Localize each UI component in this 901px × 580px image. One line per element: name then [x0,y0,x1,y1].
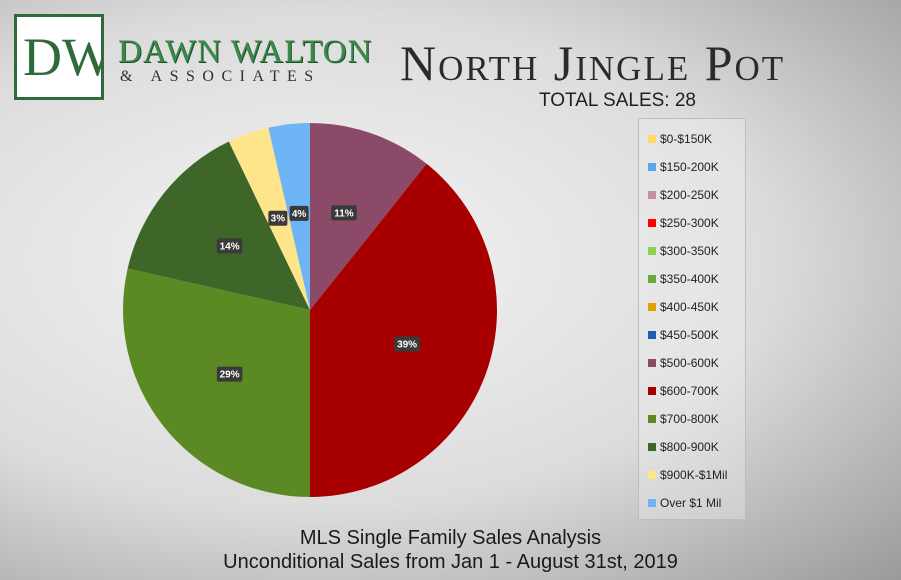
data-label-text: 3% [271,214,286,225]
legend-swatch [648,415,656,423]
data-label-box [216,238,243,254]
legend-swatch [648,135,656,143]
legend-item-250-300k: $250-300K [648,215,719,231]
legend-label: $150-200K [660,160,719,174]
legend-label: $700-800K [660,412,719,426]
legend-label: $600-700K [660,384,719,398]
legend-item-400-450k: $400-450K [648,299,719,315]
pie-slice-500-600k [310,123,427,310]
data-label-600-700k: 39% [394,336,420,352]
pie-slice-800-900k [127,141,311,310]
legend-item-900k-1mil: $900K-$1Mil [648,467,727,483]
legend-item-700-800k: $700-800K [648,411,719,427]
data-label-700-800k: 29% [216,366,243,382]
logo: DW [14,14,104,100]
legend-label: $450-500K [660,328,719,342]
legend-label: $0-$150K [660,132,713,146]
legend-item-200-250k: $200-250K [648,187,719,203]
data-label-text: 39% [397,339,417,350]
chart-title: North Jingle Pot [400,35,786,91]
legend-swatch [648,471,656,479]
legend-swatch [648,303,656,311]
legend-swatch [648,387,656,395]
legend-swatch [648,247,656,255]
brand-name: DAWN WALTON [118,34,373,70]
legend-item-0-150k: $0-$150K [648,131,712,147]
data-label-box [331,205,357,221]
footer-line-1: MLS Single Family Sales Analysis [299,527,602,549]
legend-label: $800-900K [660,440,719,454]
legend-label: $350-400K [660,272,719,286]
logo-text: DW [23,27,101,87]
data-label-box [216,366,243,382]
legend-label: $250-300K [660,216,719,230]
chart-subtitle: TOTAL SALES: 28 [539,90,697,111]
legend-item-300-350k: $300-350K [648,243,719,259]
legend-item-450-500k: $450-500K [648,327,719,343]
legend-swatch [648,219,656,227]
legend-label: $500-600K [660,356,719,370]
data-label-box [289,205,309,221]
legend-swatch [648,331,656,339]
data-label-box [268,210,288,226]
legend-label: $400-450K [660,300,719,314]
legend-swatch [648,359,656,367]
legend-swatch [648,191,656,199]
data-label-over-1-mil: 4% [289,205,309,221]
legend-swatch [648,499,656,507]
data-label-800-900k: 14% [216,238,243,254]
data-label-text: 4% [292,209,307,220]
data-label-text: 14% [220,241,240,252]
logo-mark-icon: DW [23,27,101,87]
legend-item-350-400k: $350-400K [648,271,719,287]
legend-item-600-700k: $600-700K [648,383,719,399]
legend-item-150-200k: $150-200K [648,159,719,175]
legend-swatch [648,163,656,171]
data-label-500-600k: 11% [331,205,357,221]
data-label-900k-1mil: 3% [268,210,288,226]
brand-sub: & ASSOCIATES [120,68,321,85]
legend-label: $900K-$1Mil [660,468,728,482]
legend-item-800-900k: $800-900K [648,439,719,455]
legend-swatch [648,443,656,451]
data-label-box [394,336,420,352]
legend-item-over-1-mil: Over $1 Mil [648,495,721,511]
legend: $0-$150K $150-200K $200-250K $250-300K $300-… [638,118,746,520]
data-label-text: 29% [220,370,240,381]
legend-label: $300-350K [660,244,719,258]
footer-line-2: Unconditional Sales from Jan 1 - August … [223,551,678,573]
data-label-text: 11% [334,208,354,219]
legend-label: $200-250K [660,188,719,202]
legend-label: Over $1 Mil [660,496,722,510]
legend-swatch [648,275,656,283]
pie-slice-700-800k [122,268,310,497]
pie-slice-600-700k [310,163,497,497]
pie-slice-over-1-mil [268,123,310,310]
legend-item-500-600k: $500-600K [648,355,719,371]
